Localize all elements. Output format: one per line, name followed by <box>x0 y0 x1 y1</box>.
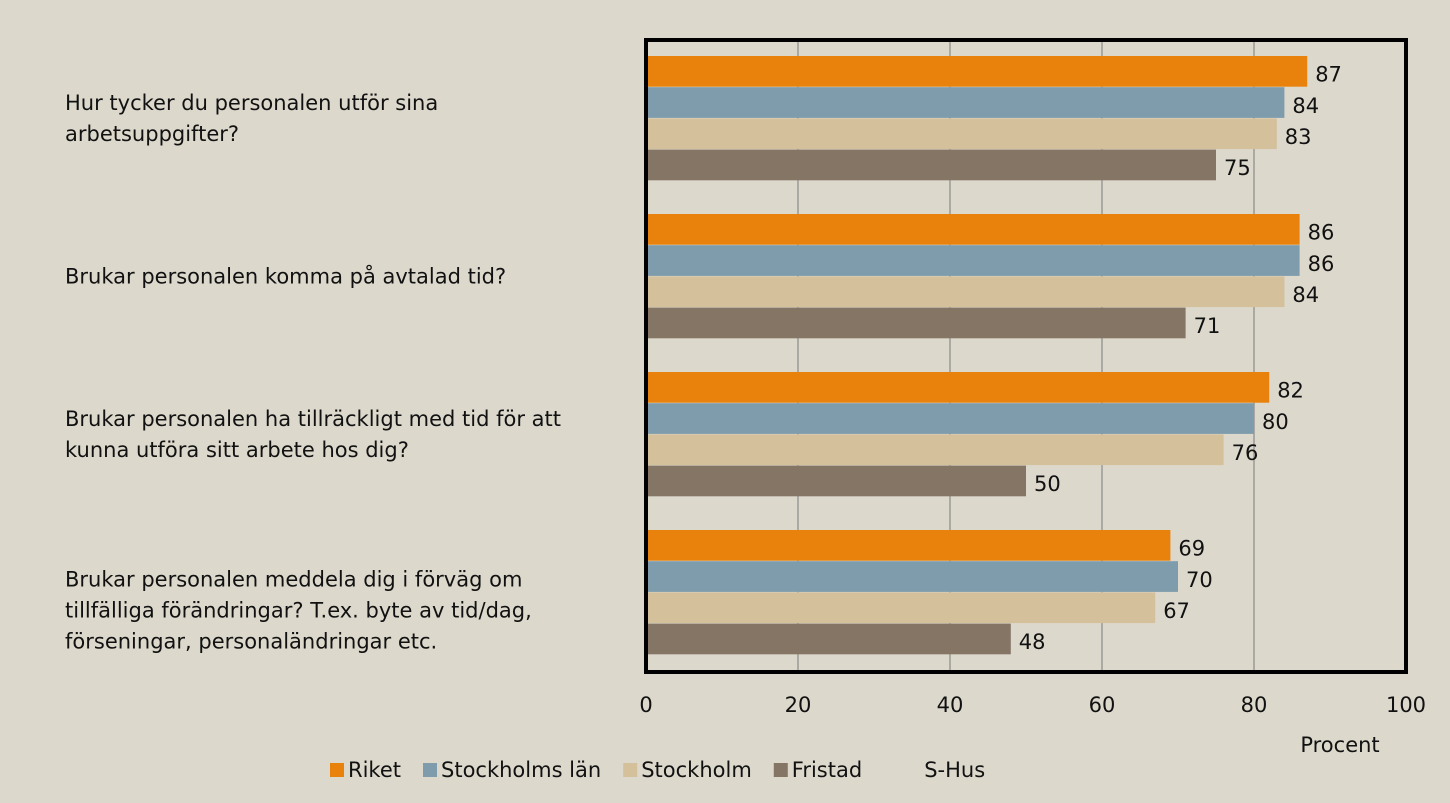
bar <box>646 214 1300 245</box>
value-label: 80 <box>1262 410 1289 434</box>
bar <box>646 372 1270 403</box>
bar <box>646 434 1224 466</box>
bar <box>646 530 1171 561</box>
bar <box>646 465 1026 497</box>
legend-label: Stockholm <box>641 758 752 782</box>
value-label: 84 <box>1292 94 1319 118</box>
value-label: 86 <box>1308 221 1335 245</box>
bar <box>646 276 1285 308</box>
x-tick-label: 100 <box>1386 693 1426 717</box>
legend-marker <box>423 763 437 777</box>
bar <box>646 592 1156 624</box>
x-tick-label: 80 <box>1241 693 1268 717</box>
legend-label: Riket <box>348 758 401 782</box>
x-tick-label: 0 <box>639 693 652 717</box>
value-label: 67 <box>1163 599 1190 623</box>
bar <box>646 623 1011 655</box>
bar <box>646 118 1277 150</box>
value-label: 50 <box>1034 472 1061 496</box>
bar <box>646 561 1178 592</box>
value-label: 69 <box>1178 537 1205 561</box>
x-tick-label: 60 <box>1089 693 1116 717</box>
value-label: 70 <box>1186 568 1213 592</box>
bar <box>646 245 1300 276</box>
bar <box>646 403 1254 434</box>
category-label: Brukar personalen komma på avtalad tid? <box>65 264 507 289</box>
bar <box>646 87 1285 118</box>
value-label: 48 <box>1019 630 1046 654</box>
legend-label: Fristad <box>792 758 862 782</box>
legend-label: S-Hus <box>924 758 985 782</box>
value-label: 86 <box>1308 252 1335 276</box>
bar <box>646 56 1308 87</box>
value-label: 84 <box>1292 283 1319 307</box>
value-label: 76 <box>1232 441 1259 465</box>
legend-label: Stockholms län <box>441 758 601 782</box>
legend-marker <box>330 763 344 777</box>
x-axis-label: Procent <box>1300 733 1379 757</box>
value-label: 82 <box>1277 379 1304 403</box>
x-tick-label: 20 <box>785 693 812 717</box>
bar <box>646 307 1186 339</box>
value-label: 87 <box>1315 63 1342 87</box>
category-label: Brukar personalen meddela dig i förväg o… <box>65 567 532 654</box>
value-label: 83 <box>1285 125 1312 149</box>
plot-border <box>644 38 1408 674</box>
value-label: 71 <box>1194 314 1221 338</box>
legend-marker <box>623 763 638 777</box>
category-label: Hur tycker du personalen utför sina arbe… <box>65 91 439 146</box>
category-label: Brukar personalen ha tillräckligt med ti… <box>65 407 561 462</box>
value-label: 75 <box>1224 156 1251 180</box>
legend-marker <box>773 763 788 777</box>
bar <box>646 149 1216 181</box>
x-tick-label: 40 <box>937 693 964 717</box>
